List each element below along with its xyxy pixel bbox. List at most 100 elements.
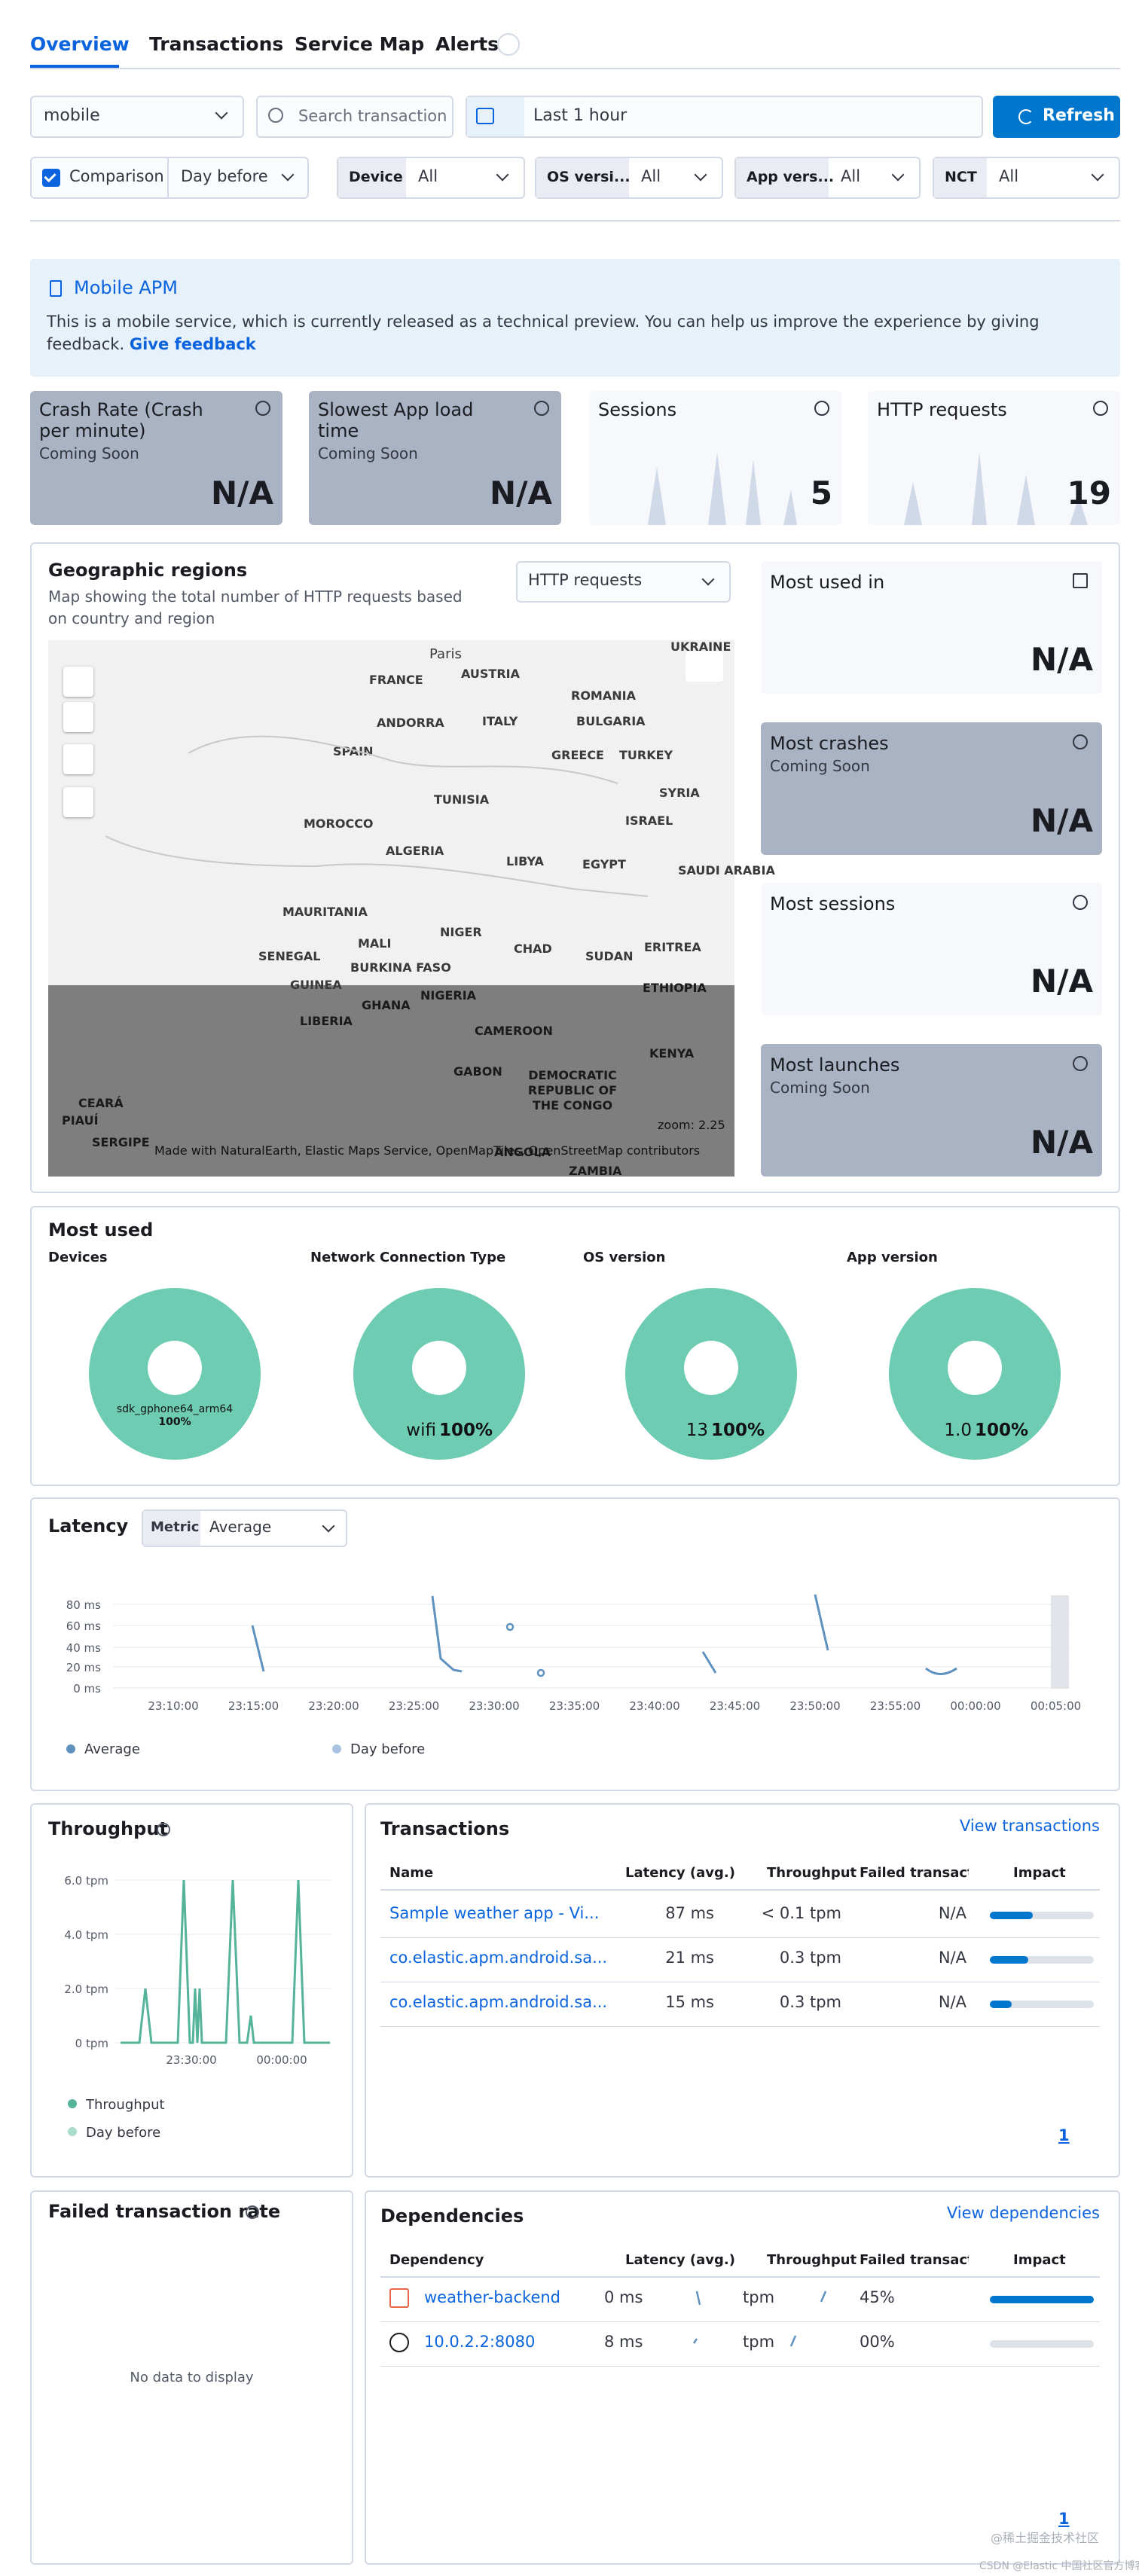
kpi-value: N/A xyxy=(490,475,552,511)
feedback-link[interactable]: Give feedback xyxy=(129,335,256,353)
kpi-title: HTTP requests xyxy=(877,399,1007,420)
map-label: ZAMBIA xyxy=(569,1164,622,1178)
transaction-name[interactable]: Sample weather app - Vi... xyxy=(389,1904,600,1922)
tab[interactable]: Overview xyxy=(30,33,130,55)
geo-title: Geographic regions xyxy=(48,560,248,581)
refresh-button[interactable] xyxy=(993,96,1120,138)
kpi-value: 19 xyxy=(1067,475,1111,511)
input-box[interactable] xyxy=(30,157,309,199)
input-box[interactable] xyxy=(256,96,453,138)
stat-card xyxy=(761,883,1102,1015)
stat-icon xyxy=(1073,895,1088,910)
donut-title: Devices xyxy=(48,1250,108,1265)
map-label: ISRAEL xyxy=(625,813,673,828)
comparison-select: Day before xyxy=(181,167,268,185)
row-border xyxy=(380,2321,1100,2322)
input-box[interactable] xyxy=(30,96,244,138)
kpi-icon xyxy=(1093,401,1108,416)
facet-value: All xyxy=(841,167,861,185)
row-border xyxy=(380,2366,1100,2367)
throughput-cell: 0.3 tpm xyxy=(779,1993,841,2011)
latency-cell: 15 ms xyxy=(665,1993,714,2011)
map-zoom: zoom: 2.25 xyxy=(658,1118,725,1132)
failed-cell: N/A xyxy=(938,1993,966,2011)
map-label: SUDAN xyxy=(585,949,634,963)
tab[interactable]: Alerts xyxy=(435,33,499,55)
dependency-icon xyxy=(389,2288,409,2308)
donut-title: OS version xyxy=(583,1250,666,1265)
search-icon xyxy=(268,108,283,123)
donut-title: App version xyxy=(847,1250,938,1265)
table-link[interactable]: View transactions xyxy=(959,1817,1100,1835)
map-label: TURKEY xyxy=(619,748,673,762)
tab[interactable]: Transactions xyxy=(149,33,284,55)
column-header: Latency (avg.) xyxy=(625,2252,735,2268)
map-label: ALGERIA xyxy=(386,844,444,858)
map-label: UKRAINE xyxy=(670,639,731,654)
map-label: CAMEROON xyxy=(475,1024,553,1038)
facet-label: OS versi... xyxy=(547,169,631,185)
dependency-name[interactable]: weather-backend xyxy=(424,2288,561,2306)
most-used-title: Most used xyxy=(48,1219,154,1241)
geo-select: HTTP requests xyxy=(528,571,643,589)
row-border xyxy=(380,1937,1100,1938)
tab[interactable]: Service Map xyxy=(295,33,425,55)
map-label: SPAIN xyxy=(333,744,374,758)
throughput-title: Throughput xyxy=(48,1818,168,1839)
stat-subtitle: Coming Soon xyxy=(770,1079,870,1097)
map-control[interactable] xyxy=(63,667,93,697)
column-header: Failed transaction xyxy=(860,2252,969,2268)
stat-title: Most sessions xyxy=(770,893,896,914)
column-header: Name xyxy=(389,1865,434,1881)
stat-icon xyxy=(1073,734,1088,749)
map-label: ANGOLA xyxy=(494,1145,551,1159)
map-label: BULGARIA xyxy=(576,714,646,728)
table-link[interactable]: View dependencies xyxy=(946,2204,1100,2222)
stat-value: N/A xyxy=(1031,1124,1093,1161)
failed-cell: N/A xyxy=(938,1949,966,1967)
input-box[interactable] xyxy=(466,96,983,138)
help-icon xyxy=(157,1823,170,1836)
header-border xyxy=(380,1889,1100,1891)
map-label: TUNISIA xyxy=(434,792,490,807)
pagination[interactable]: 1 xyxy=(1058,2126,1070,2144)
failed-cell: 45% xyxy=(860,2288,895,2306)
checkbox[interactable] xyxy=(42,169,60,187)
map-layers-button[interactable] xyxy=(686,652,723,682)
stat-icon xyxy=(1073,1056,1088,1071)
map-attribution: Made with NaturalEarth, Elastic Maps Ser… xyxy=(154,1143,701,1158)
throughput-cell: tpm xyxy=(743,2288,775,2306)
map-control[interactable] xyxy=(63,744,93,774)
tab-underline xyxy=(30,65,119,68)
kpi-icon xyxy=(255,401,270,416)
facet-label: Device xyxy=(349,169,403,185)
metric-label: Metric xyxy=(151,1519,200,1535)
service-select: mobile xyxy=(44,106,100,125)
map-control[interactable] xyxy=(63,787,93,817)
latency-cell: 87 ms xyxy=(665,1904,714,1922)
map-label: GHANA xyxy=(362,998,411,1012)
map-label: LIBYA xyxy=(506,854,544,868)
map-label: CHAD xyxy=(514,942,552,956)
panel xyxy=(30,1803,353,2178)
facet-value: All xyxy=(641,167,661,185)
latency-cell: 8 ms xyxy=(604,2333,643,2351)
stat-title: Most crashes xyxy=(770,733,889,754)
dependency-name[interactable]: 10.0.2.2:8080 xyxy=(424,2333,536,2351)
beta-icon xyxy=(497,33,520,56)
tab-bar-border xyxy=(30,68,1120,69)
map-control[interactable] xyxy=(63,702,93,732)
pagination[interactable]: 1 xyxy=(1058,2510,1070,2528)
impact-bar xyxy=(990,1956,1029,1964)
column-header: Latency (avg.) xyxy=(625,1865,735,1881)
input-box[interactable] xyxy=(516,561,731,603)
date-text: Last 1 hour xyxy=(533,106,628,125)
map-label: MAURITANIA xyxy=(282,905,368,919)
failed-cell: N/A xyxy=(938,1904,966,1922)
transaction-name[interactable]: co.elastic.apm.android.sa... xyxy=(389,1993,608,2011)
map-label: Paris xyxy=(429,646,462,662)
latency-title: Latency xyxy=(48,1515,129,1537)
header-border xyxy=(380,2276,1100,2278)
transaction-name[interactable]: co.elastic.apm.android.sa... xyxy=(389,1949,608,1967)
comparison-label: Comparison xyxy=(69,167,164,185)
